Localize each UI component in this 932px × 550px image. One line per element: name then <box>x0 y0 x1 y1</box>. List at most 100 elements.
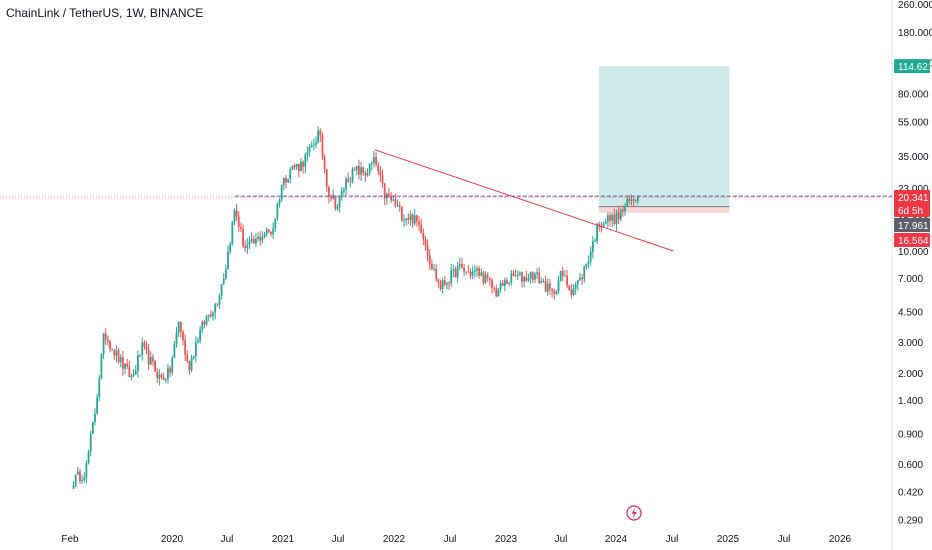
target-label: 114.621 <box>898 62 932 73</box>
candle-body <box>437 279 440 283</box>
candle-body <box>579 277 581 281</box>
candle-body <box>373 157 375 163</box>
candle-body <box>476 268 478 271</box>
candle-body <box>109 341 111 350</box>
candle-body <box>381 175 384 184</box>
candle-body <box>426 245 429 256</box>
candle-body <box>390 196 393 201</box>
candle-body <box>433 268 435 270</box>
candle-body <box>463 267 465 272</box>
x-tick-label: 2025 <box>717 534 740 545</box>
candle-body <box>516 274 519 276</box>
candle-body <box>553 291 556 295</box>
candle-body <box>141 342 144 355</box>
candle-body <box>87 451 90 463</box>
candle-body <box>214 304 217 313</box>
x-tick-label: 2020 <box>161 534 184 545</box>
candle-body <box>491 279 493 288</box>
candle-body <box>289 169 292 179</box>
candle-body <box>549 283 551 290</box>
candle-body <box>330 196 332 199</box>
candle-body <box>137 355 139 372</box>
trendline[interactable] <box>374 149 674 252</box>
candle-body <box>106 339 109 342</box>
candle-body <box>508 282 511 284</box>
candle-body <box>585 263 588 267</box>
candle-body <box>583 266 586 280</box>
candle-body <box>306 152 309 155</box>
candle-body <box>302 161 305 167</box>
candle-body <box>409 214 412 220</box>
candle-body <box>574 284 577 289</box>
candle-body <box>521 272 523 282</box>
candle-body <box>465 271 468 273</box>
candle-body <box>132 374 135 377</box>
candle-body <box>152 357 154 362</box>
candle-body <box>572 288 575 295</box>
x-tick-label: Feb <box>61 534 79 545</box>
candle-body <box>392 199 395 201</box>
stop-zone[interactable] <box>598 206 730 213</box>
x-tick-label: Jul <box>332 534 345 545</box>
candle-body <box>628 198 631 202</box>
candle-body <box>536 272 538 274</box>
candle-body <box>587 261 590 264</box>
candle-body <box>611 214 614 221</box>
candle-body <box>205 316 208 325</box>
candle-body <box>340 191 343 197</box>
y-tick-label: 180.000 <box>898 28 932 39</box>
candle-body <box>194 342 197 357</box>
candle-body <box>358 165 360 175</box>
candle-body <box>128 366 131 378</box>
target-zone[interactable] <box>598 66 730 207</box>
candle-body <box>224 269 227 279</box>
candle-body <box>96 397 99 414</box>
candle-body <box>209 314 212 317</box>
candle-body <box>456 266 459 278</box>
x-tick-label: Jul <box>444 534 457 545</box>
candle-body <box>179 322 182 332</box>
candle-body <box>499 283 502 290</box>
candle-body <box>98 378 101 398</box>
candle-body <box>113 350 116 356</box>
candle-body <box>169 368 171 373</box>
candle-body <box>621 209 624 212</box>
candle-body <box>182 331 184 341</box>
last-price-label: 20.341 <box>898 193 929 204</box>
candle-body <box>334 195 337 209</box>
candle-body <box>542 280 545 282</box>
y-tick-label: 10.000 <box>898 247 929 258</box>
candle-body <box>564 275 566 277</box>
candle-body <box>124 363 126 369</box>
candle-body <box>469 271 472 276</box>
candle-body <box>551 289 553 292</box>
candle-body <box>100 353 103 379</box>
candle-body <box>216 304 219 306</box>
candle-body <box>147 350 150 365</box>
candle-body <box>561 271 564 276</box>
countdown-label: 6d 5h <box>898 206 923 217</box>
candle-body <box>278 199 281 204</box>
chart-title[interactable]: ChainLink / TetherUS, 1W, BINANCE <box>6 6 204 20</box>
candle-body <box>261 237 264 241</box>
candle-body <box>413 215 416 224</box>
candle-body <box>272 228 274 235</box>
candle-body <box>130 376 133 378</box>
candle-body <box>379 171 382 176</box>
candle-body <box>606 215 609 222</box>
candle-body <box>366 172 369 176</box>
y-tick-label: 7.000 <box>898 274 923 285</box>
candle-body <box>203 321 206 325</box>
candle-body <box>257 236 259 239</box>
candle-body <box>495 288 498 297</box>
last-price-label-bg <box>894 190 930 204</box>
candle-body <box>362 167 365 173</box>
candle-body <box>282 177 285 186</box>
candle-body <box>525 277 528 281</box>
candle-body <box>197 340 199 343</box>
candle-body <box>467 271 470 273</box>
candle-body <box>227 251 229 270</box>
candle-body <box>280 185 283 200</box>
candle-body <box>394 199 397 206</box>
